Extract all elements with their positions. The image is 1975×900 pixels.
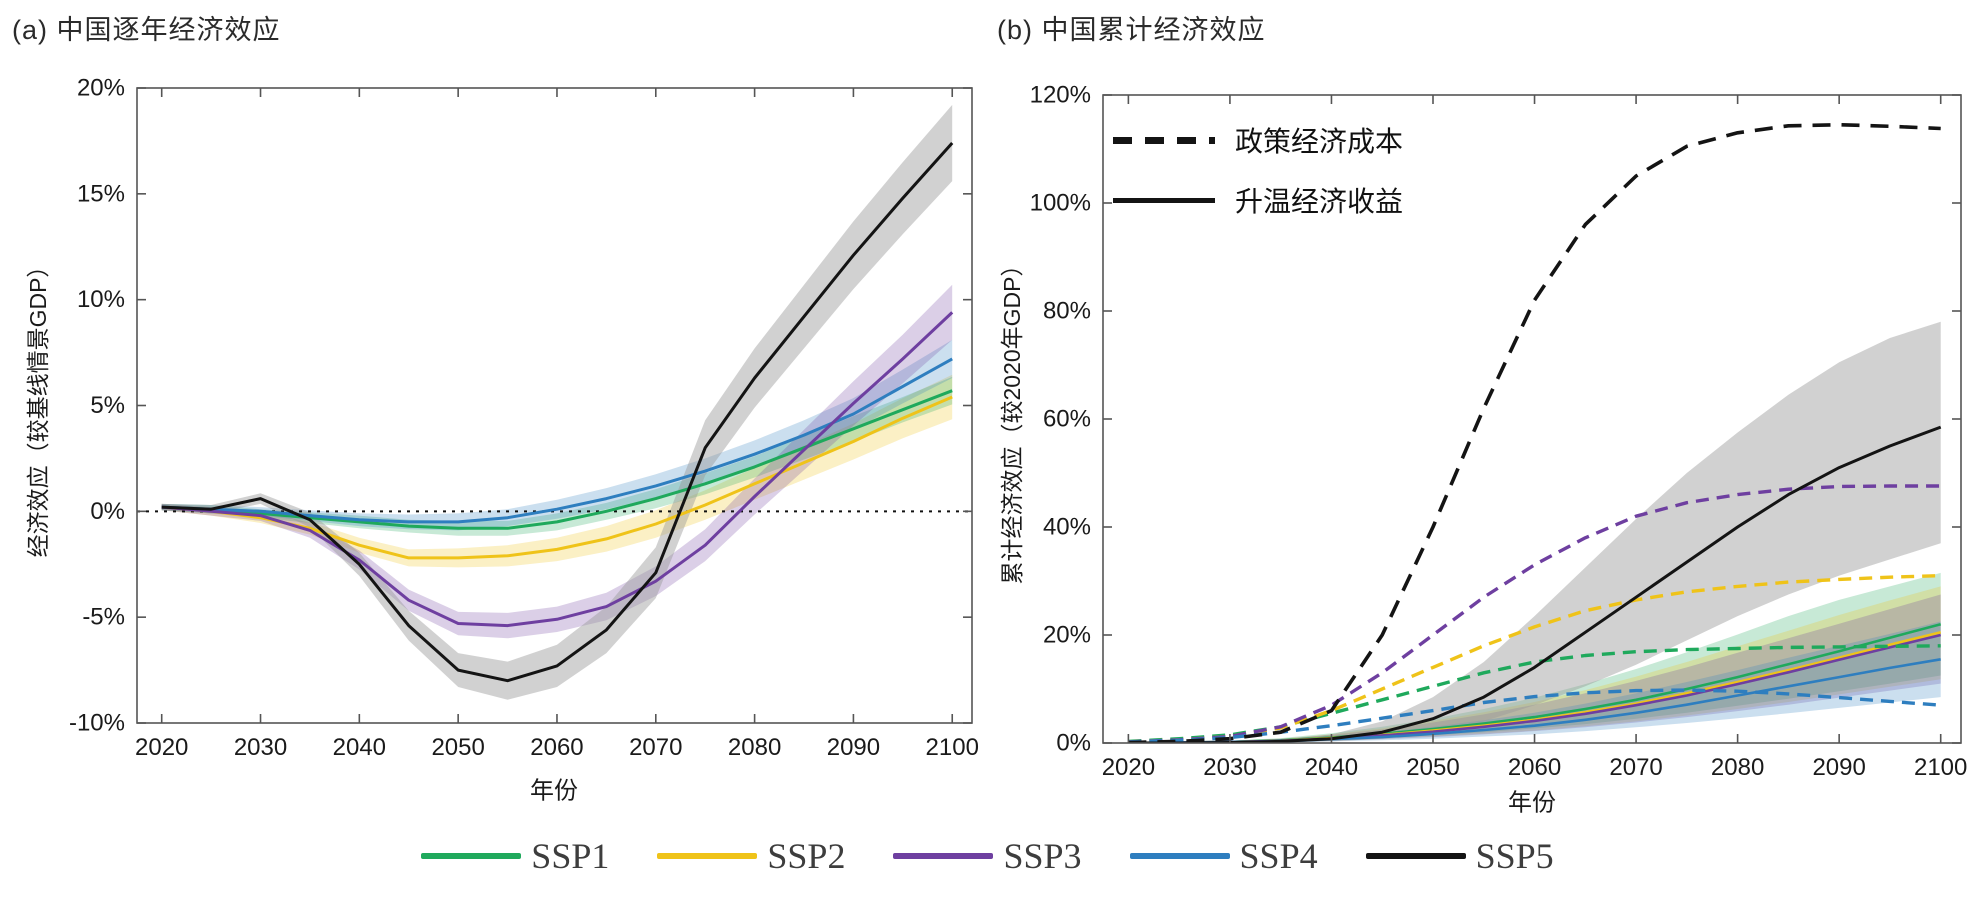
dashed-line-sample [1113,136,1215,144]
panel-b-ssp3-cost-line [1128,484,1941,743]
x-tick-label: 2020 [135,734,188,761]
ssp4-line-sample [1129,853,1230,859]
y-tick-label: 120% [1030,82,1091,109]
ssp5-label: SSP5 [1475,836,1554,876]
x-tick-label: 2020 [1102,754,1155,781]
solid-line-sample [1113,197,1215,203]
ssp5-line-sample [1365,853,1466,859]
x-tick-label: 2080 [1711,754,1764,781]
x-tick-label: 2050 [431,734,484,761]
panel-a-plot: 2020 2030 2040 2050 2060 2070 2080 2090 2100 20% 1… [69,75,979,762]
x-tick-label: 2090 [827,734,880,761]
legend-item-ssp4: SSP4 [1129,835,1318,877]
panel-a-plot-area [137,104,972,700]
panel-a-ssp1-band [161,376,953,536]
x-tick-label: 2080 [728,734,781,761]
panel-b-ssp5-line [1128,425,1942,743]
x-tick-label: 2040 [1305,754,1358,781]
panel-a-ssp3-line [161,311,954,628]
x-tick-label: 2070 [1609,754,1662,781]
y-tick-label: 100% [1030,190,1091,217]
inner-legend-row-benefit: 升温经济收益 [1113,182,1403,218]
ssp4-label: SSP4 [1239,836,1318,876]
y-tick-label: 60% [1043,406,1091,433]
inner-legend-row-cost: 政策经济成本 [1113,122,1403,158]
y-tick-label: 20% [77,75,125,102]
panel-b-ssp4-band [1128,621,1941,743]
ssp1-line-sample [421,853,522,859]
x-tick-label: 2100 [1914,754,1967,781]
x-tick-label: 2090 [1812,754,1865,781]
x-tick-label: 2040 [333,734,386,761]
y-tick-label: 20% [1043,622,1091,649]
y-tick-label: 0% [1056,730,1091,757]
panel-a-title: (a) 中国逐年经济效应 [12,15,281,45]
panel-a-ssp5-line [161,141,954,683]
panel-a-ssp3-band [161,284,953,639]
x-tick-label: 2050 [1406,754,1459,781]
y-tick-label: 40% [1043,514,1091,541]
y-tick-label: -10% [69,710,125,737]
panel-b-plot-area [1128,122,1942,743]
legend-item-ssp2: SSP2 [657,835,845,877]
y-tick-label: 10% [77,286,125,313]
bottom-legend: SSP1 SSP2 SSP3 SSP4 SSP5 [0,824,1975,888]
panel-b-ssp1-band [1128,572,1941,743]
panel-a-axes: 2020 2030 2040 2050 2060 2070 2080 2090 2100 20% 1… [69,75,979,762]
panel-b-ssp2-band [1128,586,1941,743]
panel-a-ssp2-band [161,374,953,568]
panel-b-ssp3-band [1128,594,1941,743]
panel-b-axes: 2020 2030 2040 2050 2060 2070 2080 2090 2100 120%… [1030,82,1968,782]
legend-item-ssp1: SSP1 [421,835,609,877]
ssp2-line-sample [657,853,758,859]
legend-item-ssp3: SSP3 [893,835,1082,877]
ssp1-label: SSP1 [531,836,610,876]
panel-b-x-axis-label: 年份 [1508,789,1556,817]
y-tick-label: 80% [1043,298,1091,325]
y-tick-label: -5% [82,604,125,631]
x-tick-label: 2060 [1508,754,1561,781]
inner-legend-label-benefit: 升温经济收益 [1235,186,1404,217]
ssp3-line-sample [893,853,994,859]
ssp2-label: SSP2 [767,836,846,876]
y-tick-label: 5% [90,392,125,419]
panel-b-inner-legend: 政策经济成本 升温经济收益 [1113,122,1403,242]
panel-a-x-axis-label: 年份 [530,777,578,805]
panel-b-title: (b) 中国累计经济效应 [997,15,1266,45]
panel-b-ssp5-band [1128,321,1941,743]
legend-item-ssp5: SSP5 [1365,835,1554,877]
panel-b-plot: 2020 2030 2040 2050 2060 2070 2080 2090 2100 120%… [1030,82,1968,782]
y-tick-label: 0% [90,498,125,525]
x-tick-label: 2060 [530,734,583,761]
y-tick-label: 15% [77,180,125,207]
x-tick-label: 2070 [629,734,682,761]
panel-a-ssp1-line [161,389,953,530]
x-tick-label: 2030 [234,734,287,761]
panel-b-ssp4-cost-line [1128,688,1941,743]
ssp3-label: SSP3 [1003,836,1082,876]
x-tick-label: 2030 [1203,754,1256,781]
inner-legend-label-cost: 政策经济成本 [1235,126,1404,157]
x-tick-label: 2100 [926,734,979,761]
